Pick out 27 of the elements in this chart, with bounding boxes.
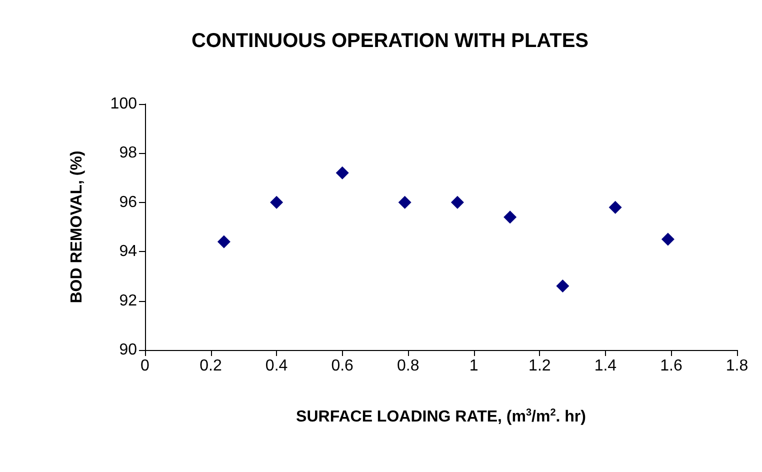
y-tick-label: 94 — [119, 243, 138, 260]
x-tick-label: 0.4 — [265, 358, 288, 374]
x-tick-label: 0 — [140, 358, 150, 374]
chart-title: CONTINUOUS OPERATION WITH PLATES — [191, 30, 589, 52]
y-tick-label: 100 — [110, 96, 138, 112]
point — [556, 280, 570, 293]
y-tick-label: 90 — [119, 342, 138, 358]
x-tick-label: 1 — [469, 358, 478, 374]
point — [661, 232, 674, 246]
x-tick-label: 0.2 — [200, 358, 222, 374]
y-tick-label: 96 — [119, 194, 138, 211]
point — [336, 166, 349, 180]
point — [608, 200, 622, 214]
x-tick-label: 0.8 — [396, 358, 420, 374]
x-tick-label: 1.4 — [594, 358, 617, 374]
y-tick-label: 92 — [119, 292, 138, 310]
y-axis-title: BOD REMOVAL, (%) — [68, 150, 86, 304]
point — [504, 210, 517, 224]
point — [217, 235, 230, 248]
point — [398, 196, 412, 209]
point — [450, 196, 464, 209]
x-tick-label: 0.6 — [331, 358, 354, 374]
x-tick-label: 1.8 — [726, 358, 748, 374]
x-tick-label: 1.6 — [660, 358, 682, 374]
x-tick-label: 1.2 — [528, 358, 551, 374]
point — [270, 196, 284, 209]
y-tick-label: 98 — [119, 144, 138, 162]
